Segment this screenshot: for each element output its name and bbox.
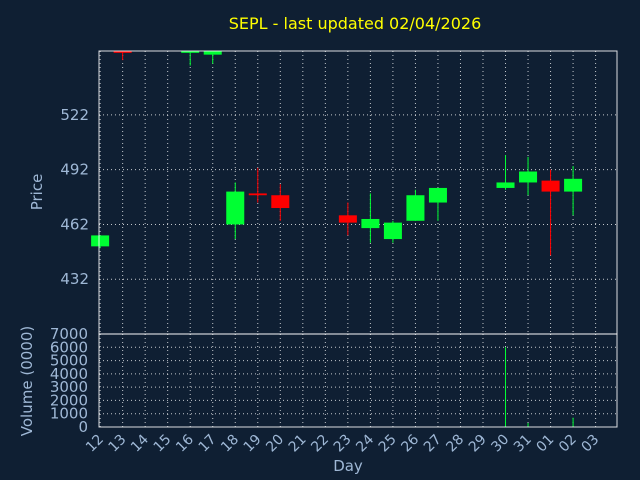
price-tick-label: 522	[60, 106, 89, 124]
candle-body	[181, 51, 200, 53]
volume-tick-label: 4000	[50, 365, 88, 383]
volume-tick-label: 5000	[50, 352, 88, 370]
candle-body	[564, 178, 583, 192]
candle-body	[113, 51, 132, 53]
volume-panel-frame	[98, 333, 618, 428]
candle-body	[428, 187, 447, 203]
candlesticks	[91, 51, 583, 256]
day-tick-label: 29	[466, 432, 490, 456]
day-tick-label: 28	[443, 432, 467, 456]
day-tick-label: 01	[533, 432, 557, 456]
day-axis-label: Day	[333, 457, 363, 475]
day-tick-label: 26	[398, 431, 422, 455]
candle-body	[406, 195, 425, 221]
volume-tick-label: 2000	[50, 391, 88, 409]
volume-tick-label: 1000	[50, 405, 88, 423]
volume-axis-label: Volume (0000)	[18, 326, 36, 436]
candle-body	[248, 193, 267, 196]
day-tick-label: 31	[511, 432, 535, 456]
candle-body	[361, 218, 380, 229]
day-tick-label: 16	[173, 431, 197, 455]
day-tick-label: 15	[151, 432, 175, 456]
price-axis-label: Price	[28, 174, 46, 211]
volume-grid	[99, 334, 617, 427]
day-tick-label: 27	[421, 432, 445, 456]
price-tick-label: 492	[60, 161, 89, 179]
price-tick-labels: 432 462 492 522	[60, 106, 89, 288]
price-tick-label: 432	[60, 270, 89, 288]
candle-body	[541, 180, 560, 192]
candle-body	[519, 171, 538, 183]
candle-body	[203, 51, 222, 55]
day-tick-label: 24	[353, 431, 377, 455]
day-tick-label: 03	[579, 432, 603, 456]
day-tick-label: 25	[376, 432, 400, 456]
candle-body	[226, 191, 245, 225]
price-panel-frame	[98, 50, 618, 335]
day-tick-label: 23	[331, 432, 355, 456]
volume-tick-label: 3000	[50, 378, 88, 396]
volume-tick-label: 6000	[50, 338, 88, 356]
day-tick-label: 14	[128, 431, 152, 455]
candle-body	[338, 215, 357, 223]
volume-bars	[505, 347, 574, 427]
volume-tick-label: 0	[78, 418, 88, 436]
day-tick-label: 21	[286, 432, 310, 456]
volume-tick-label: 7000	[50, 325, 88, 343]
day-tick-label: 18	[218, 432, 242, 456]
day-tick-label: 02	[556, 432, 580, 456]
day-tick-label: 22	[308, 432, 332, 456]
price-tick-label: 462	[60, 215, 89, 233]
candle-body	[496, 182, 515, 188]
day-tick-label: 13	[106, 432, 130, 456]
day-tick-label: 19	[241, 432, 265, 456]
candle-body	[91, 235, 110, 247]
chart-title: SEPL - last updated 02/04/2026	[229, 14, 482, 33]
day-tick-label: 30	[488, 432, 512, 456]
candle-body	[271, 195, 290, 209]
price-grid	[99, 51, 617, 334]
day-tick-label: 20	[263, 432, 287, 456]
day-tick-labels: 1213141516171819202122232425262728293031…	[83, 431, 602, 455]
day-tick-label: 17	[196, 432, 220, 456]
candle-body	[383, 222, 402, 240]
